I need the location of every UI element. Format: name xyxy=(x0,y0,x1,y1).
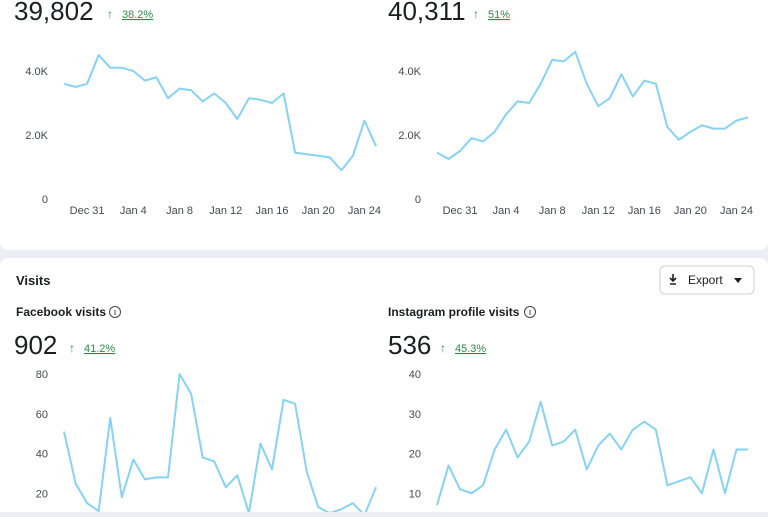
caret xyxy=(734,278,742,283)
total: 39,802 xyxy=(14,0,94,26)
section-title: Visits xyxy=(16,273,50,288)
y-tick-label: 0 xyxy=(415,194,421,206)
x-tick-label: Jan 12 xyxy=(209,205,242,217)
total: 40,311 xyxy=(388,0,466,26)
total: 902 xyxy=(14,330,57,360)
y-tick-label: 20 xyxy=(36,488,48,500)
x-tick-label: Jan 16 xyxy=(255,205,288,217)
y-tick-label: 80 xyxy=(36,369,48,381)
x-tick-label: Jan 4 xyxy=(493,205,520,217)
x-tick-label: Jan 20 xyxy=(674,205,707,217)
export-button[interactable]: Export xyxy=(659,265,755,295)
y-tick-label: 2.0K xyxy=(398,130,421,142)
data-line xyxy=(63,54,377,172)
y-tick-label: 4.0K xyxy=(398,66,421,78)
x-tick-label: Jan 4 xyxy=(120,205,147,217)
button-frame[interactable] xyxy=(659,265,755,295)
up-arrow: ↑ xyxy=(473,7,479,21)
y-tick-label: 4.0K xyxy=(25,66,48,78)
y-tick-label: 20 xyxy=(409,449,421,461)
x-tick-label: Jan 12 xyxy=(582,205,615,217)
x-tick-label: Dec 31 xyxy=(443,205,478,217)
up-arrow: ↑ xyxy=(69,341,75,355)
metric-label: Facebook visits xyxy=(16,305,106,319)
y-tick-label: 0 xyxy=(42,194,48,206)
y-tick-label: 30 xyxy=(409,409,421,421)
info-circle[interactable] xyxy=(109,306,121,318)
y-tick-label: 2.0K xyxy=(25,130,48,142)
change: 51% xyxy=(488,9,510,21)
x-tick-label: Jan 8 xyxy=(539,205,566,217)
change: 45.3% xyxy=(455,343,486,355)
button-label[interactable]: Export xyxy=(688,273,723,287)
up-arrow: ↑ xyxy=(440,341,446,355)
data-line xyxy=(63,373,377,517)
y-tick-label: 60 xyxy=(36,409,48,421)
download-icon xyxy=(669,274,677,285)
x-tick-label: Jan 8 xyxy=(166,205,193,217)
metric-label: Instagram profile visits xyxy=(388,305,520,319)
change: 41.2% xyxy=(84,343,115,355)
info-circle[interactable] xyxy=(524,306,536,318)
info-icon[interactable] xyxy=(109,306,121,318)
y-tick-label: 40 xyxy=(409,369,421,381)
info-icon[interactable] xyxy=(524,306,536,318)
x-tick-label: Jan 16 xyxy=(628,205,661,217)
visits-card xyxy=(0,258,768,517)
x-tick-label: Jan 24 xyxy=(348,205,381,217)
data-line xyxy=(436,50,749,160)
x-tick-label: Dec 31 xyxy=(70,205,105,217)
x-tick-label: Jan 20 xyxy=(302,205,335,217)
overview-card xyxy=(0,0,768,250)
data-line xyxy=(436,400,748,506)
up-arrow: ↑ xyxy=(107,7,113,21)
x-tick-label: Jan 24 xyxy=(720,205,753,217)
change: 38.2% xyxy=(122,9,153,21)
y-tick-label: 40 xyxy=(36,449,48,461)
total: 536 xyxy=(388,330,431,360)
y-tick-label: 10 xyxy=(409,488,421,500)
